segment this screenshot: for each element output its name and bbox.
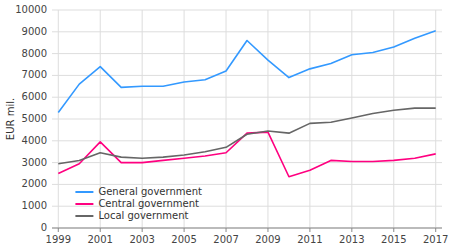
y-grid-line <box>52 97 442 98</box>
x-grid-line <box>351 10 352 228</box>
y-grid-line <box>52 10 442 11</box>
x-grid-line <box>393 10 394 228</box>
series-line <box>58 108 435 164</box>
x-tick-label: 2009 <box>255 234 280 245</box>
x-tick <box>58 228 59 232</box>
grid <box>52 10 442 228</box>
y-tick-label: 0 <box>41 222 47 233</box>
legend-label: Central government <box>98 198 199 209</box>
y-grid-line <box>52 140 442 141</box>
x-tick-label: 2003 <box>129 234 154 245</box>
y-tick-label: 8000 <box>22 48 47 59</box>
x-tick <box>226 228 227 232</box>
x-tick <box>351 228 352 232</box>
lines <box>58 31 435 177</box>
x-tick-label: 2017 <box>423 234 448 245</box>
x-tick-label: 2007 <box>213 234 238 245</box>
y-grid-line <box>52 31 442 32</box>
x-tick <box>184 228 185 232</box>
x-tick-label: 2013 <box>339 234 364 245</box>
x-grid-line <box>226 10 227 228</box>
x-axis-line <box>52 228 442 229</box>
legend-label: General government <box>98 186 202 197</box>
y-tick-label: 1000 <box>22 200 47 211</box>
x-tick <box>309 228 310 232</box>
series-line <box>58 31 435 113</box>
legend: General governmentCentral governmentLoca… <box>75 186 202 221</box>
x-tick-label: 1999 <box>46 234 71 245</box>
y-tick-label: 9000 <box>22 26 47 37</box>
y-axis-label: EUR mil. <box>5 98 16 140</box>
x-grid-line <box>435 10 436 228</box>
x-grid-line <box>58 10 59 228</box>
y-tick-label: 6000 <box>22 91 47 102</box>
y-tick-label: 3000 <box>22 157 47 168</box>
x-tick-label: 2001 <box>87 234 112 245</box>
legend-swatch <box>75 215 93 217</box>
y-grid-line <box>52 53 442 54</box>
y-tick-label: 10000 <box>15 4 47 15</box>
x-tick <box>267 228 268 232</box>
legend-swatch <box>75 203 93 205</box>
y-tick-label: 7000 <box>22 69 47 80</box>
chart: 0 1000 2000 3000 4000 5000 6000 7000 8000 9000 100… <box>0 0 454 252</box>
series-line <box>58 132 435 177</box>
x-grid-line <box>267 10 268 228</box>
y-tick-label: 2000 <box>22 178 47 189</box>
legend-label: Local government <box>98 210 188 221</box>
x-tick <box>100 228 101 232</box>
y-grid-line <box>52 228 442 229</box>
x-tick <box>393 228 394 232</box>
y-grid-line <box>52 162 442 163</box>
y-grid-line <box>52 184 442 185</box>
x-tick-label: 2015 <box>381 234 406 245</box>
x-tick <box>142 228 143 232</box>
x-tick-label: 2005 <box>171 234 196 245</box>
x-tick-label: 2011 <box>297 234 322 245</box>
y-tick-label: 5000 <box>22 113 47 124</box>
x-grid-line <box>309 10 310 228</box>
y-grid-line <box>52 119 442 120</box>
y-tick-label: 4000 <box>22 135 47 146</box>
legend-swatch <box>75 191 93 193</box>
x-tick <box>435 228 436 232</box>
